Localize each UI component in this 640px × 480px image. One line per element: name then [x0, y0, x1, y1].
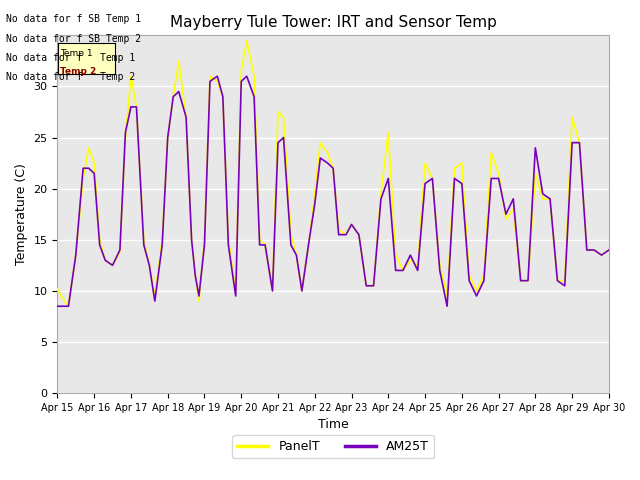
Text: No data for f SB Temp 2: No data for f SB Temp 2: [6, 34, 141, 44]
Y-axis label: Temperature (C): Temperature (C): [15, 163, 28, 265]
Text: Temp 2: Temp 2: [60, 67, 97, 76]
Text: Temp 1: Temp 1: [60, 49, 93, 59]
X-axis label: Time: Time: [318, 419, 349, 432]
Text: No data for f   Temp 1: No data for f Temp 1: [6, 53, 136, 63]
Text: No data for f   Temp 2: No data for f Temp 2: [6, 72, 136, 82]
Legend: PanelT, AM25T: PanelT, AM25T: [232, 435, 434, 458]
Text: No data for f SB Temp 1: No data for f SB Temp 1: [6, 14, 141, 24]
Title: Mayberry Tule Tower: IRT and Sensor Temp: Mayberry Tule Tower: IRT and Sensor Temp: [170, 15, 497, 30]
